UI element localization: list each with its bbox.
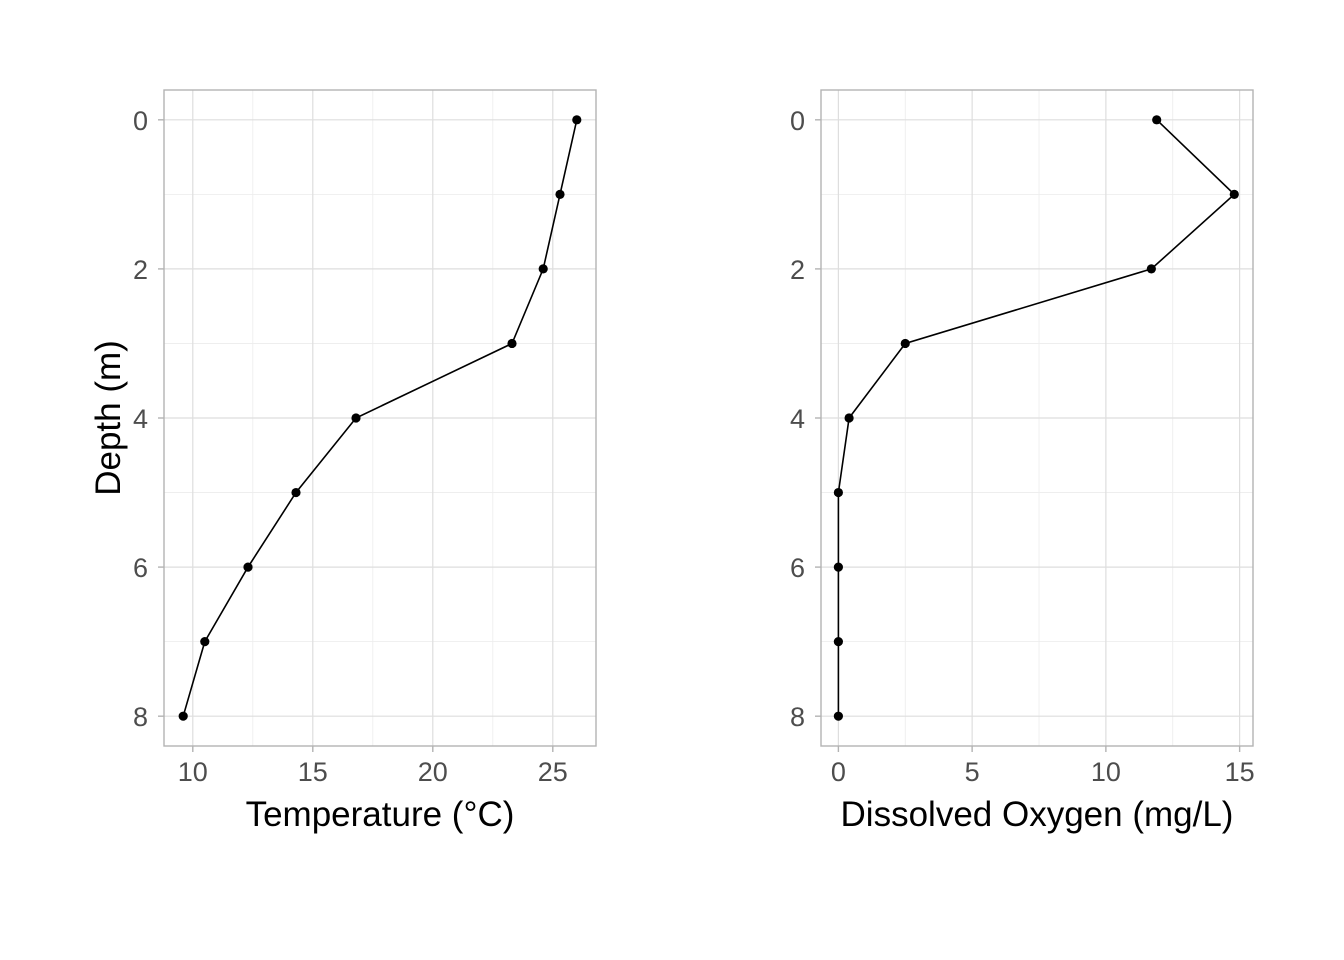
y-tick-label: 0 [790,106,805,136]
temperature-series [178,115,582,721]
oxygen-series [833,115,1239,721]
oxygen-data-point [1229,189,1239,199]
oxygen-data-point [833,637,843,647]
temperature-data-point [243,562,253,572]
y-tick-label: 8 [790,702,805,732]
oxygen-grid [821,90,1253,746]
temperature-grid [164,90,596,746]
oxygen-data-point [833,711,843,721]
x-tick-label: 10 [178,757,208,787]
x-tick-label: 15 [298,757,328,787]
oxygen-data-point [1152,115,1162,125]
y-tick-label: 4 [133,404,148,434]
oxygen-ticks: 0 5 10 15 0 2 4 6 8 [790,106,1255,787]
y-tick-label: 2 [133,255,148,285]
oxygen-data-point [900,338,910,349]
temperature-ticks: 10 15 20 25 0 2 4 6 8 [133,106,568,787]
y-tick-label: 6 [790,553,805,583]
x-tick-label: 10 [1091,757,1121,787]
depth-y-axis-title: Depth (m) [89,340,128,496]
temperature-x-axis-title: Temperature (°C) [246,795,515,834]
y-tick-label: 2 [790,255,805,285]
temperature-panel: 10 15 20 25 0 2 4 6 8 Temperature (°C) Depth (m) [89,89,597,834]
temperature-data-point [572,115,582,125]
y-tick-label: 4 [790,404,805,434]
temperature-data-point [178,711,188,721]
temperature-data-point [507,338,517,349]
temperature-data-point [555,189,565,199]
oxygen-data-point [833,562,843,572]
oxygen-panel: 0 5 10 15 0 2 4 6 8 Dissolved Oxygen (mg/L) [790,89,1255,834]
y-tick-label: 6 [133,553,148,583]
temperature-data-point [538,264,548,274]
x-tick-label: 25 [538,757,568,787]
y-tick-label: 8 [133,702,148,732]
temperature-data-point [291,487,301,498]
temperature-data-point [351,413,361,423]
x-tick-label: 15 [1225,757,1255,787]
x-tick-label: 20 [418,757,448,787]
oxygen-data-point [1146,264,1156,274]
oxygen-data-point [833,487,843,498]
x-tick-label: 0 [831,757,846,787]
temperature-data-point [200,637,210,647]
x-tick-label: 5 [965,757,980,787]
oxygen-data-point [844,413,854,423]
oxygen-x-axis-title: Dissolved Oxygen (mg/L) [841,795,1234,834]
y-tick-label: 0 [133,106,148,136]
